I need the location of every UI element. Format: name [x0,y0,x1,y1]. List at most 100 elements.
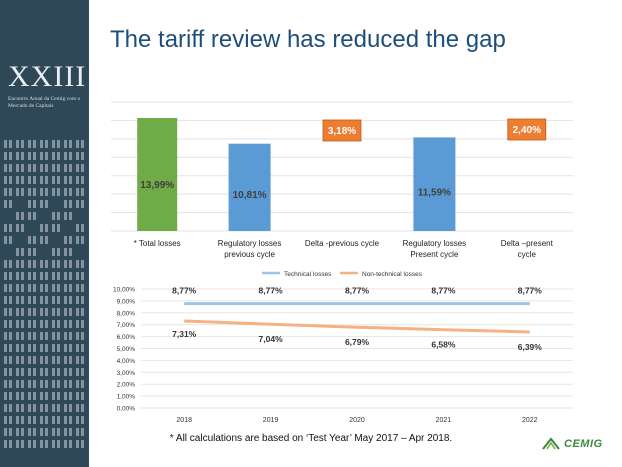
building-window [64,176,67,184]
data-label: 11,59% [418,187,451,198]
building-window [9,344,12,352]
x-tick-label: 2018 [176,417,192,424]
building-window [69,284,72,292]
building-window [21,380,24,388]
building-window [69,188,72,196]
building-window [4,188,7,196]
building-window [16,176,19,184]
building-window [45,308,48,316]
bar [137,118,178,231]
building-window [69,368,72,376]
building-window [52,284,55,292]
building-window [28,248,31,256]
building-window [69,416,72,424]
building-window [4,176,7,184]
building-window [33,344,36,352]
building-window [4,152,7,160]
building-window [52,416,55,424]
building-window [57,440,60,448]
building-window [45,260,48,268]
building-window [76,284,79,292]
building-window [40,140,43,148]
building-window [40,380,43,388]
building-window [69,404,72,412]
building-window [69,236,72,244]
building-window [33,404,36,412]
building-window [45,356,48,364]
building-window [64,332,67,340]
building-window [69,380,72,388]
building-window [28,416,31,424]
building-window [21,164,24,172]
building-window [52,356,55,364]
building-window [45,416,48,424]
building-window [28,332,31,340]
building-window [16,164,19,172]
building-window [28,164,31,172]
building-window [21,332,24,340]
building-window [4,356,7,364]
delta-box [507,118,547,141]
y-tick-label: 8,00% [117,310,136,317]
building-window [76,200,79,208]
building-window [69,272,72,280]
building-window [57,344,60,352]
building-window [52,308,55,316]
y-tick-label: 7,00% [117,322,136,329]
building-window [9,308,12,316]
building-window [64,356,67,364]
building-window [76,428,79,436]
building-window [16,332,19,340]
building-window [81,404,84,412]
building-window [28,344,31,352]
building-window [21,140,24,148]
building-window [4,260,7,268]
building-window [69,248,72,256]
building-window [33,308,36,316]
building-window [45,368,48,376]
building-window [57,224,60,232]
building-window [45,188,48,196]
building-window [28,296,31,304]
category-label: Delta -previous cycle [305,239,380,248]
building-window [33,188,36,196]
building-window [81,260,84,268]
legend-label: Non-technical losses [362,271,423,278]
building-window [21,404,24,412]
building-window [33,416,36,424]
y-tick-label: 1,00% [117,394,136,401]
building-window [57,188,60,196]
building-window [16,416,19,424]
building-window [9,236,12,244]
building-window [52,320,55,328]
building-window [45,176,48,184]
building-window [33,152,36,160]
building-window [45,332,48,340]
data-label: 13,99% [140,180,174,191]
building-window [16,308,19,316]
building-window [28,308,31,316]
building-window [64,272,67,280]
building-window [40,320,43,328]
building-window [4,236,7,244]
building-window [9,356,12,364]
building-window [76,164,79,172]
y-tick-label: 4,00% [117,358,136,365]
data-label: 8,77% [431,286,456,296]
building-window [45,164,48,172]
building-window [64,440,67,448]
building-window [81,272,84,280]
building-window [28,200,31,208]
building-window [76,320,79,328]
building-window [33,176,36,184]
building-window [81,416,84,424]
building-window [33,368,36,376]
building-window [21,428,24,436]
building-window [21,248,24,256]
building-window [33,284,36,292]
building-window [21,284,24,292]
building-window [9,224,12,232]
building-window [81,164,84,172]
building-window [76,440,79,448]
building-window [28,272,31,280]
